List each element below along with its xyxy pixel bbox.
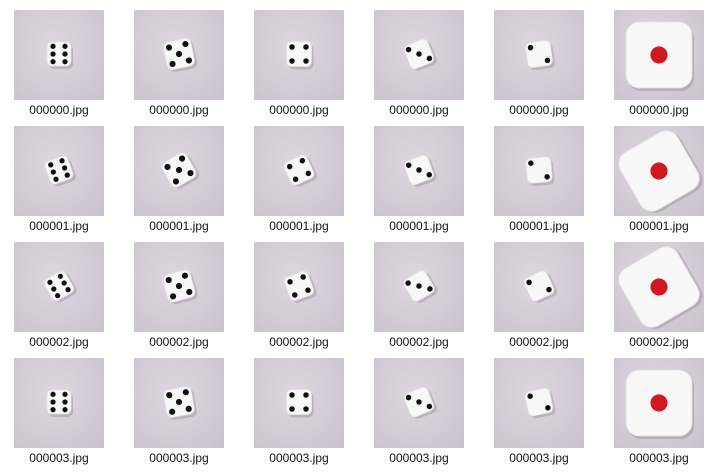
file-thumbnail[interactable] [374,242,464,332]
file-name-label: 000000.jpg [149,103,209,117]
file-name-label: 000001.jpg [389,219,449,233]
die-one-icon [618,246,703,329]
file-tile[interactable]: 000002.jpg [251,236,347,349]
file-tile[interactable]: 000000.jpg [491,4,587,117]
die-one-icon [618,130,703,213]
file-tile[interactable]: 000001.jpg [371,120,467,233]
file-name-label: 000000.jpg [509,103,569,117]
file-name-label: 000000.jpg [269,103,329,117]
file-thumbnail[interactable] [134,10,224,100]
die-three-icon [403,386,437,419]
file-name-label: 000003.jpg [269,451,329,465]
die-six-icon [43,270,77,303]
file-thumbnail[interactable] [134,242,224,332]
file-tile[interactable]: 000000.jpg [371,4,467,117]
file-thumbnail[interactable] [254,242,344,332]
die-four-icon [286,389,314,418]
file-name-label: 000001.jpg [149,219,209,233]
file-thumbnail[interactable] [134,126,224,216]
die-two-icon [523,270,558,303]
file-thumbnail[interactable] [254,10,344,100]
die-one-icon [625,21,694,91]
file-tile[interactable]: 000001.jpg [11,120,107,233]
file-name-label: 000002.jpg [509,335,569,349]
die-six-icon [46,389,73,417]
file-thumbnail[interactable] [14,126,104,216]
file-thumbnail[interactable] [494,10,584,100]
die-two-icon [525,156,555,186]
file-name-label: 000003.jpg [629,451,689,465]
die-three-icon [403,270,438,303]
file-thumbnail[interactable] [494,242,584,332]
die-four-icon [283,270,317,303]
file-name-label: 000000.jpg [389,103,449,117]
file-tile[interactable]: 000003.jpg [371,352,467,465]
file-thumbnail[interactable] [614,10,704,100]
file-thumbnail[interactable] [614,126,704,216]
file-name-label: 000002.jpg [389,335,449,349]
file-name-label: 000003.jpg [29,451,89,465]
die-four-icon [286,41,314,70]
file-thumbnail[interactable] [374,10,464,100]
file-thumbnail[interactable] [134,358,224,448]
file-tile[interactable]: 000000.jpg [611,4,707,117]
file-thumbnail[interactable] [254,358,344,448]
file-tile[interactable]: 000003.jpg [251,352,347,465]
file-thumbnail[interactable] [614,242,704,332]
file-tile[interactable]: 000003.jpg [611,352,707,465]
file-name-label: 000002.jpg [269,335,329,349]
file-thumbnail[interactable] [14,242,104,332]
die-five-icon [163,38,198,73]
file-thumbnail[interactable] [494,126,584,216]
die-five-icon [162,269,198,305]
file-name-label: 000001.jpg [629,219,689,233]
file-tile[interactable]: 000002.jpg [611,236,707,349]
file-name-label: 000002.jpg [629,335,689,349]
die-five-icon [163,386,197,420]
file-tile[interactable]: 000000.jpg [11,4,107,117]
die-three-icon [403,38,437,71]
die-two-icon [525,40,555,71]
die-six-icon [46,41,73,69]
file-tile[interactable]: 000002.jpg [131,236,227,349]
file-thumbnail[interactable] [374,126,464,216]
die-five-icon [161,152,200,189]
file-name-label: 000001.jpg [29,219,89,233]
file-thumbnail[interactable] [374,358,464,448]
file-name-label: 000003.jpg [389,451,449,465]
file-tile[interactable]: 000002.jpg [491,236,587,349]
file-tile[interactable]: 000003.jpg [131,352,227,465]
file-thumbnail[interactable] [14,10,104,100]
file-name-label: 000001.jpg [269,219,329,233]
file-name-label: 000002.jpg [29,335,89,349]
file-name-label: 000002.jpg [149,335,209,349]
file-name-label: 000003.jpg [509,451,569,465]
file-tile[interactable]: 000003.jpg [11,352,107,465]
file-thumbnail[interactable] [254,126,344,216]
file-thumbnail[interactable] [14,358,104,448]
file-name-label: 000003.jpg [149,451,209,465]
die-four-icon [283,154,318,187]
file-name-label: 000001.jpg [509,219,569,233]
die-three-icon [403,154,437,187]
file-tile[interactable]: 000001.jpg [491,120,587,233]
die-six-icon [44,155,76,187]
file-name-label: 000000.jpg [29,103,89,117]
file-tile[interactable]: 000000.jpg [131,4,227,117]
file-tile[interactable]: 000000.jpg [251,4,347,117]
file-tile[interactable]: 000002.jpg [11,236,107,349]
file-thumbnail[interactable] [614,358,704,448]
die-two-icon [524,387,556,419]
file-tile[interactable]: 000001.jpg [251,120,347,233]
file-thumbnail[interactable] [494,358,584,448]
die-one-icon [625,369,694,439]
file-name-label: 000000.jpg [629,103,689,117]
file-tile[interactable]: 000001.jpg [131,120,227,233]
file-tile[interactable]: 000002.jpg [371,236,467,349]
file-tile[interactable]: 000003.jpg [491,352,587,465]
file-tile[interactable]: 000001.jpg [611,120,707,233]
